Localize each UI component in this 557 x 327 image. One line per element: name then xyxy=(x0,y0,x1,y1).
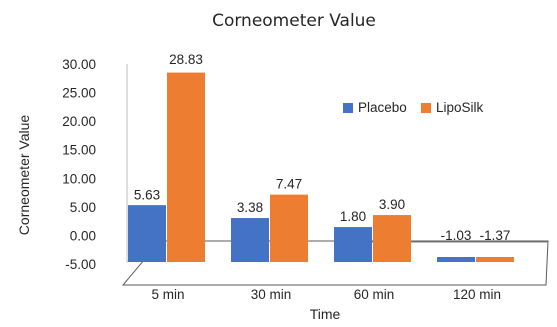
bar-top-face xyxy=(334,227,372,230)
y-tick-label: 15.00 xyxy=(62,143,96,158)
data-label: 28.83 xyxy=(169,52,203,67)
bars xyxy=(128,72,514,262)
bar-placebo-60-min xyxy=(334,227,372,262)
x-tick-label: 30 min xyxy=(251,287,292,302)
y-tick-label: 0.00 xyxy=(70,228,96,243)
x-axis-label: Time xyxy=(310,306,341,322)
x-tick-label: 60 min xyxy=(354,287,395,302)
legend-swatch-liposilk xyxy=(421,103,431,113)
x-tick-label: 5 min xyxy=(151,287,184,302)
y-tick-label: -5.00 xyxy=(65,257,96,272)
legend-label-liposilk: LipoSilk xyxy=(436,100,484,115)
legend-swatch-placebo xyxy=(343,103,353,113)
legend: Placebo LipoSilk xyxy=(343,100,484,115)
data-labels: 5.63 28.83 3.38 7.47 1.80 3.90 -1.03 -1.37 xyxy=(134,52,511,243)
bar-placebo-120-min xyxy=(437,257,475,262)
bar-top-face xyxy=(270,194,308,197)
y-tick-label: 20.00 xyxy=(62,114,96,129)
bar-liposilk-5-min xyxy=(167,72,205,262)
bar-liposilk-60-min xyxy=(373,215,411,262)
bar-placebo-30-min xyxy=(231,218,269,262)
data-label: 3.90 xyxy=(379,197,405,212)
bar-top-face xyxy=(128,205,166,208)
bar-top-face xyxy=(373,215,411,218)
data-label: 1.80 xyxy=(340,209,366,224)
data-label: 3.38 xyxy=(237,200,263,215)
y-tick-label: 30.00 xyxy=(62,57,96,72)
y-tick-label: 10.00 xyxy=(62,171,96,186)
data-label: -1.37 xyxy=(480,228,511,243)
y-tick-label: 5.00 xyxy=(70,200,96,215)
y-axis-ticks: -5.00 0.00 5.00 10.00 15.00 20.00 25.00 30.00 xyxy=(62,57,96,272)
y-tick-label: 25.00 xyxy=(62,86,96,101)
x-axis-ticks: 5 min 30 min 60 min 120 min xyxy=(151,287,501,302)
data-label: -1.03 xyxy=(441,228,472,243)
data-label: 5.63 xyxy=(134,187,160,202)
bar-top-face xyxy=(167,72,205,75)
legend-label-placebo: Placebo xyxy=(358,100,407,115)
bar-liposilk-30-min xyxy=(270,194,308,262)
chart-title: Corneometer Value xyxy=(212,11,376,31)
y-axis-label: Corneometer Value xyxy=(16,115,32,236)
bar-top-face xyxy=(231,218,269,221)
data-label: 7.47 xyxy=(276,177,302,192)
x-tick-label: 120 min xyxy=(453,287,501,302)
bar-liposilk-120-min xyxy=(476,257,514,262)
bar-placebo-5-min xyxy=(128,205,166,262)
